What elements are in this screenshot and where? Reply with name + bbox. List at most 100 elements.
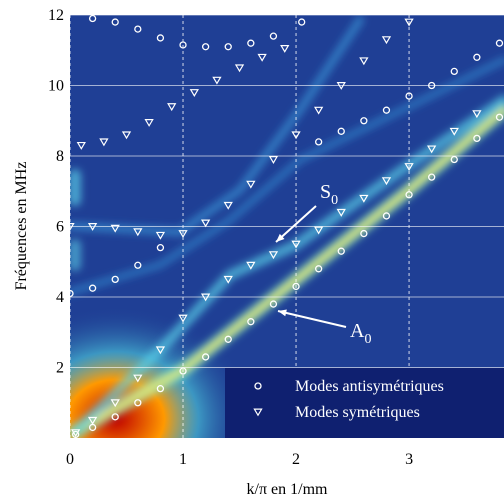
circle-marker [134, 261, 142, 269]
triangle-marker [223, 275, 233, 284]
triangle-marker [404, 18, 414, 27]
annotation-text: S [320, 181, 331, 203]
triangle-marker [381, 177, 392, 186]
y-tick-label: 8 [56, 148, 64, 165]
x-tick-label: 1 [179, 451, 187, 468]
circle-marker [473, 53, 481, 61]
legend-box [225, 368, 504, 438]
triangle-marker [144, 119, 154, 127]
triangle-marker [87, 223, 98, 231]
circle-marker [72, 430, 80, 439]
x-tick-label: 0 [66, 451, 74, 468]
y-tick-label: 10 [48, 78, 64, 95]
annotation-text: A [350, 320, 365, 342]
triangle-marker [291, 131, 301, 140]
triangle-marker [268, 156, 279, 164]
x-axis-label: k/π en 1/mm [247, 481, 329, 498]
triangle-marker [427, 145, 437, 154]
triangle-marker [76, 141, 86, 150]
spectrum-band [70, 56, 504, 296]
triangle-marker [121, 131, 132, 140]
circle-marker [337, 127, 345, 135]
y-tick-label: 6 [56, 219, 64, 236]
triangle-marker [381, 36, 392, 45]
marks [65, 14, 504, 439]
legend: Modes antisymétriques Modes symétriques [253, 378, 444, 421]
triangle-marker [359, 194, 369, 203]
triangle-marker [200, 293, 211, 302]
triangle-marker [449, 127, 459, 136]
y-tick-label: 12 [48, 7, 64, 24]
triangle-marker [291, 240, 301, 249]
triangle-marker [200, 219, 211, 228]
circle-marker [66, 289, 74, 298]
circle-marker [428, 173, 436, 181]
circle-marker [179, 367, 187, 375]
circle-marker [88, 14, 97, 23]
triangle-marker [246, 180, 256, 189]
annotation-subscript: 0 [364, 332, 371, 347]
triangle-marker [212, 76, 222, 85]
triangle-marker [336, 82, 346, 90]
circle-marker [201, 43, 210, 51]
circle-marker [495, 113, 504, 121]
triangle-marker [155, 346, 166, 355]
triangle-marker [404, 163, 414, 171]
circle-marker [298, 18, 306, 26]
circle-marker [337, 247, 345, 255]
triangle-marker [313, 106, 324, 115]
triangle-marker [71, 429, 81, 438]
triangle-marker [280, 45, 290, 53]
y-tick-label: 2 [56, 360, 64, 377]
triangle-marker [87, 416, 98, 425]
triangle-marker [234, 64, 245, 73]
circle-marker [428, 81, 436, 90]
y-tick-label: 4 [56, 289, 64, 306]
circle-marker [405, 191, 413, 199]
circle-marker [314, 265, 323, 273]
circle-marker [292, 282, 300, 291]
triangle-marker [268, 251, 279, 260]
y-axis-label: Fréquences en MHz [13, 162, 30, 291]
circle-marker [156, 243, 165, 252]
circle-marker [224, 335, 232, 343]
annotation-arrow [275, 205, 317, 243]
circle-marker [134, 25, 142, 33]
circle-marker [495, 39, 504, 47]
circle-marker [224, 43, 232, 51]
circle-marker [134, 399, 142, 407]
circle-marker [156, 384, 165, 393]
circle-marker [111, 413, 119, 421]
circle-marker [111, 18, 119, 26]
legend-label: Modes symétriques [295, 404, 420, 421]
circle-marker [179, 41, 187, 49]
circle-marker [88, 284, 97, 292]
triangle-marker [110, 224, 120, 233]
grid [69, 14, 504, 438]
spectrum-band [70, 16, 364, 237]
circle-marker [111, 275, 119, 284]
triangle-marker [189, 89, 199, 97]
circle-marker [382, 106, 391, 114]
circle-marker [201, 353, 210, 361]
triangle-marker [65, 223, 75, 231]
circle-marker [269, 300, 278, 308]
annotation-arrow [277, 310, 347, 328]
circle-marker [314, 138, 323, 146]
circle-marker [269, 32, 278, 40]
circle-marker [450, 155, 458, 164]
circle-marker [382, 212, 391, 220]
triangle-marker [246, 261, 256, 270]
annotation-subscript: 0 [331, 193, 338, 208]
circle-marker [360, 229, 368, 238]
circle-marker [450, 67, 458, 76]
triangle-marker [133, 228, 143, 237]
triangle-marker [167, 103, 177, 112]
circle-marker [405, 92, 413, 100]
triangle-marker [223, 201, 233, 210]
triangle-marker [253, 408, 263, 417]
legend-label: Modes antisymétriques [295, 378, 444, 395]
annotation-arrowhead [278, 309, 287, 317]
